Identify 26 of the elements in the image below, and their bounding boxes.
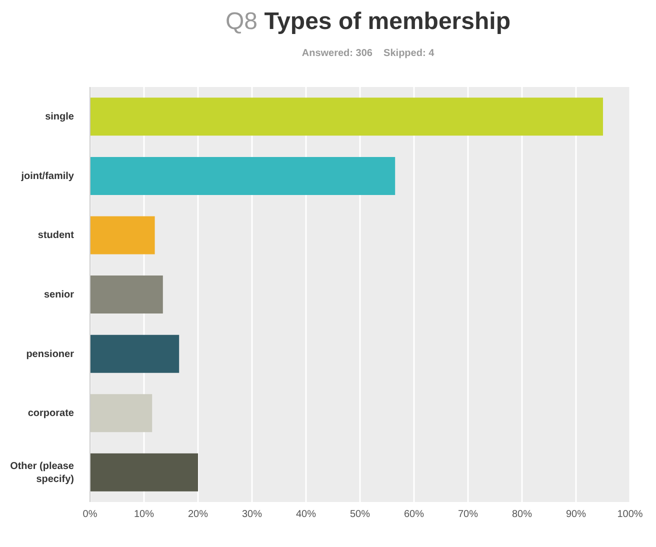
bar	[90, 453, 198, 492]
y-tick-label: student	[38, 230, 75, 241]
x-tick-label: 70%	[458, 509, 478, 520]
chart-title: Q8 Types of membership	[224, 8, 512, 36]
bar	[90, 98, 603, 136]
y-tick-label: pensioner	[26, 348, 74, 360]
chart-subtitle: Answered: 306 Skipped: 4	[300, 48, 436, 59]
y-tick-label: single	[45, 111, 74, 122]
x-tick-label: 100%	[617, 509, 643, 520]
x-tick-label: 90%	[566, 509, 586, 520]
y-tick-label: Other (please specify)	[10, 460, 74, 484]
x-tick-label: 30%	[242, 509, 262, 520]
bar	[90, 156, 396, 195]
x-tick-label: 40%	[296, 509, 316, 520]
bar	[90, 276, 163, 314]
x-tick-label: 50%	[350, 509, 370, 520]
x-tick-label: 20%	[188, 509, 208, 520]
x-tick-label: 80%	[512, 509, 532, 520]
y-tick-label: corporate	[28, 408, 74, 419]
bar	[90, 334, 180, 373]
y-tick-label: joint/family	[20, 170, 74, 182]
bar	[90, 216, 155, 254]
x-tick-label: 0%	[82, 509, 98, 520]
x-tick-label: 10%	[134, 509, 154, 520]
y-tick-label: senior	[44, 289, 74, 300]
x-tick-label: 60%	[404, 509, 424, 520]
